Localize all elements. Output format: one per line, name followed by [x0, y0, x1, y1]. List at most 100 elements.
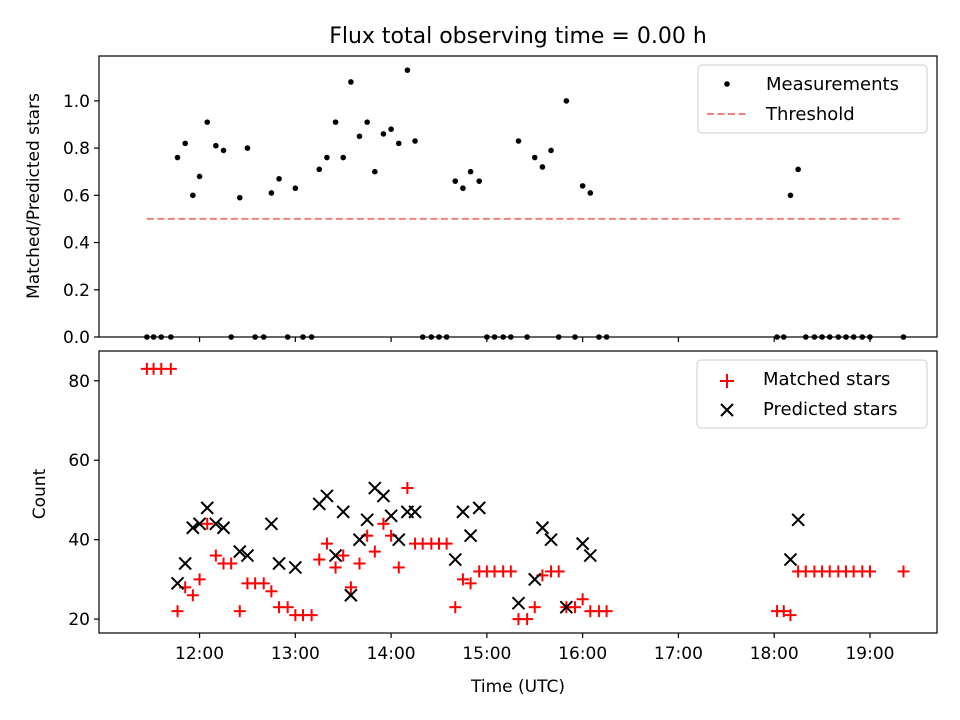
measurements-legend-label: Measurements: [766, 74, 899, 95]
top-legend-box: [697, 64, 928, 134]
measurement-point: [460, 185, 466, 192]
measurement-point: [476, 178, 483, 184]
measurement-point: [213, 142, 219, 149]
y-tick-label: 0.8: [63, 139, 90, 159]
matched-star-point: [897, 565, 910, 578]
matched-star-point: [233, 605, 246, 618]
predicted-star-point: [376, 489, 391, 503]
matched-star-point: [552, 565, 565, 578]
measurement-point: [579, 183, 586, 189]
matched-star-point: [265, 585, 278, 598]
predicted-star-point: [456, 505, 470, 519]
predicted-star-point: [328, 548, 343, 563]
matched-star-point: [305, 609, 318, 622]
matched-star-point: [377, 517, 390, 530]
bottom-legend-box: [696, 359, 928, 429]
bottom-plot-area: [140, 362, 910, 626]
predicted-star-point: [360, 513, 374, 527]
y-tick-label: 40: [68, 531, 90, 551]
matched-star-point: [186, 589, 199, 602]
measurement-point: [404, 67, 411, 73]
matched-star-point: [449, 601, 462, 614]
predicted-star-point: [528, 572, 542, 587]
threshold-legend-label: Threshold: [765, 104, 855, 125]
y-tick-label: 60: [68, 451, 90, 471]
predicted-star-point: [544, 532, 558, 547]
matched-star-point: [313, 553, 326, 566]
predicted-star-point: [791, 513, 805, 527]
matched-star-point: [344, 581, 357, 594]
bottom-y-ticks: 20 40 60 80: [68, 372, 99, 630]
x-tick-label: 12:00: [175, 644, 224, 664]
predicted-star-point: [384, 509, 398, 523]
predicted-star-point: [535, 521, 550, 535]
x-axis-label: Time (UTC): [470, 677, 565, 697]
matched-star-point: [777, 605, 790, 618]
measurement-point: [515, 138, 522, 144]
measurements-legend-marker: [724, 81, 730, 87]
measurement-point: [268, 190, 275, 196]
measurement-point: [332, 119, 339, 125]
matched-star-point: [528, 601, 541, 614]
y-tick-label: 80: [68, 372, 90, 392]
ratio-panel: Flux total observing time = 0.00 h Match…: [24, 24, 938, 348]
predicted-star-point: [408, 505, 422, 519]
matched-star-point: [257, 577, 270, 590]
matched-star-point: [784, 609, 797, 622]
y-tick-label: 0.6: [63, 186, 90, 206]
predicted-star-point: [472, 501, 486, 515]
predicted-star-point: [233, 544, 247, 559]
predicted-star-point: [511, 596, 526, 610]
matched-star-point: [209, 549, 222, 562]
measurement-point: [531, 154, 538, 161]
top-x-ticks: [198, 337, 871, 342]
predicted-star-point: [209, 517, 223, 531]
predicted-star-point: [216, 521, 231, 535]
measurement-point: [372, 168, 378, 175]
predicted-star-point: [352, 532, 367, 547]
matched-star-point: [456, 573, 469, 586]
measurement-point: [292, 185, 299, 192]
matched-star-point: [440, 537, 453, 550]
measurement-point: [787, 192, 794, 199]
measurement-point: [204, 119, 211, 125]
measurement-point: [587, 190, 594, 196]
matched-star-point: [225, 557, 238, 570]
top-y-ticks: 0.0 0.2 0.4 0.6 0.8 1.0: [63, 92, 99, 348]
measurement-point: [380, 131, 387, 137]
x-tick-label: 14:00: [367, 644, 416, 664]
y-tick-label: 20: [68, 610, 90, 630]
y-tick-label: 0.4: [63, 234, 90, 254]
bottom-x-ticks: 12:00 13:00 14:00 15:00 16:00 17:00 18:00 19:00: [175, 633, 894, 664]
matched-star-point: [576, 593, 589, 606]
top-legend: Measurements Threshold: [697, 64, 928, 134]
top-axes-frame: [98, 55, 938, 338]
matched-star-point: [401, 482, 414, 495]
measurement-point: [174, 154, 181, 161]
count-panel: Count Time (UTC) 20 40 60 80 12:00 13:00 14:0…: [30, 350, 938, 697]
matched-star-point: [353, 557, 366, 570]
measurement-point: [412, 138, 418, 144]
top-y-axis-label: Matched/Predicted stars: [24, 93, 44, 299]
measurement-point: [388, 126, 394, 133]
predicted-star-point: [575, 536, 590, 551]
predicted-star-point: [336, 505, 350, 519]
matched-star-point: [863, 565, 876, 578]
predicted-star-point: [272, 556, 286, 571]
measurement-point: [340, 154, 347, 161]
predicted-legend-marker: [720, 403, 734, 417]
predicted-star-point: [583, 548, 598, 563]
matched-star-point: [504, 565, 517, 578]
matched-star-point: [521, 613, 534, 626]
predicted-star-point: [186, 521, 200, 535]
predicted-star-point: [200, 501, 214, 515]
bottom-y-axis-label: Count: [30, 468, 50, 519]
predicted-legend-label: Predicted stars: [763, 399, 897, 420]
predicted-star-point: [320, 489, 334, 503]
matched-legend-label: Matched stars: [763, 369, 890, 390]
x-tick-label: 18:00: [750, 644, 799, 664]
matched-star-point: [164, 362, 177, 375]
measurement-point: [316, 166, 323, 173]
matched-star-point: [320, 537, 333, 550]
predicted-star-point: [344, 588, 358, 602]
